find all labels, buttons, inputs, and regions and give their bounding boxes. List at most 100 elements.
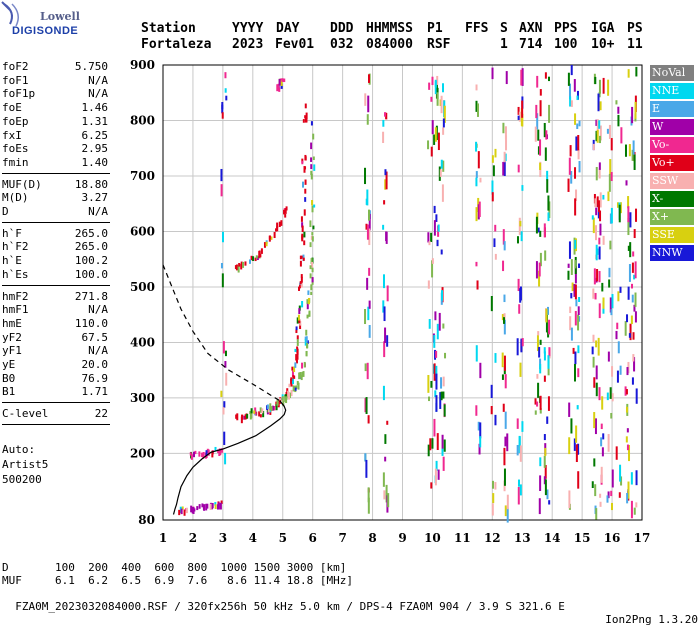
echo-mark [595,340,598,348]
echo-mark [543,351,546,361]
echo-mark [595,508,598,520]
trace-mark [288,392,291,400]
y-tick-label: 600 [130,224,155,238]
echo-mark [625,406,628,413]
echo-mark [543,455,546,468]
echo-mark [503,447,506,466]
trace-mark [310,173,313,180]
param-value: 3.27 [81,191,109,205]
echo-mark [504,153,507,162]
echo-mark [574,310,577,326]
trace-mark [285,397,288,404]
echo-mark [617,114,620,127]
header-label-6: FFS [465,21,489,36]
trace-mark [310,170,313,176]
echo-mark [548,104,551,123]
echo-mark [444,352,447,359]
echo-mark [382,385,385,401]
echo-mark [570,327,573,341]
header-label-1: YYYY [232,21,264,36]
param-label: h`F [2,226,22,240]
echo-mark [491,192,494,202]
trace-mark [254,257,257,262]
legend-item-noval: NoVal [650,65,694,81]
param-label: C-level [2,407,49,421]
echo-mark [628,144,631,157]
trace-mark [310,291,313,296]
echo-mark [436,433,439,451]
echo-mark [625,436,628,443]
legend-item-vo: Vo+ [650,155,694,171]
echo-mark [504,436,507,447]
trace-mark [240,263,243,270]
echo-mark [616,322,619,330]
echo-mark [607,79,610,96]
echo-mark [534,126,537,142]
echo-mark [630,472,633,485]
trace-mark [309,220,312,228]
echo-mark [578,120,581,127]
trace-mark [303,209,306,216]
plot-frame [162,64,643,521]
echo-mark [633,507,636,515]
trace-mark [307,297,310,305]
param-label: h`F2 [2,240,29,254]
echo-mark [594,418,597,435]
y-tick-label: 700 [130,169,155,183]
param-label: D [2,205,9,218]
trace-mark [296,355,299,360]
echo-mark [503,294,506,303]
param-value: 1.31 [81,114,109,128]
echo-mark [538,262,541,277]
echo-mark [630,315,633,325]
echo-mark [569,306,572,314]
echo-mark [368,209,371,221]
trace-mark [178,509,181,516]
echo-mark [384,434,387,444]
trace-mark [305,336,308,343]
trace-mark [298,372,301,380]
trace-mark [299,323,302,330]
param-row-md: M(D) 3.27 [2,191,108,204]
echo-mark [517,479,520,487]
echo-mark [478,443,481,455]
param-label: fmin [2,155,29,169]
echo-mark [576,95,579,101]
echo-mark [573,79,576,92]
auto-line-0: Auto: [2,442,36,456]
echo-mark [625,389,628,395]
echo-mark [478,201,481,217]
echo-mark [592,334,595,342]
param-value: 271.8 [74,289,108,303]
echo-mark [442,127,445,135]
echo-mark [368,267,371,276]
echo-mark [441,184,444,202]
footer-muf-row: MUF 6.1 6.2 6.5 6.9 7.6 8.6 11.4 18.8 [M… [2,574,353,587]
echo-mark [385,484,388,503]
echo-mark [475,84,478,91]
trace-mark [300,274,303,278]
trace-mark [248,259,251,264]
x-tick-label: 13 [514,531,531,545]
param-label: hmF2 [2,289,29,303]
echo-mark [494,482,497,490]
trace-mark [194,450,197,455]
trace-mark [301,158,304,163]
echo-mark [220,184,223,197]
echo-mark [436,323,439,340]
echo-mark [365,459,368,478]
echo-mark [631,377,634,385]
echo-mark [575,299,578,307]
echo-mark [596,129,599,143]
echo-mark [502,317,505,324]
echo-mark [364,167,367,185]
echo-mark [574,113,577,125]
echo-mark [597,200,600,213]
trace-mark [295,354,298,361]
echo-mark [479,362,482,379]
trace-mark [267,406,270,413]
param-value: 110.0 [74,316,108,330]
echo-mark [442,376,445,387]
echo-mark [539,457,542,467]
echo-mark [503,160,506,177]
